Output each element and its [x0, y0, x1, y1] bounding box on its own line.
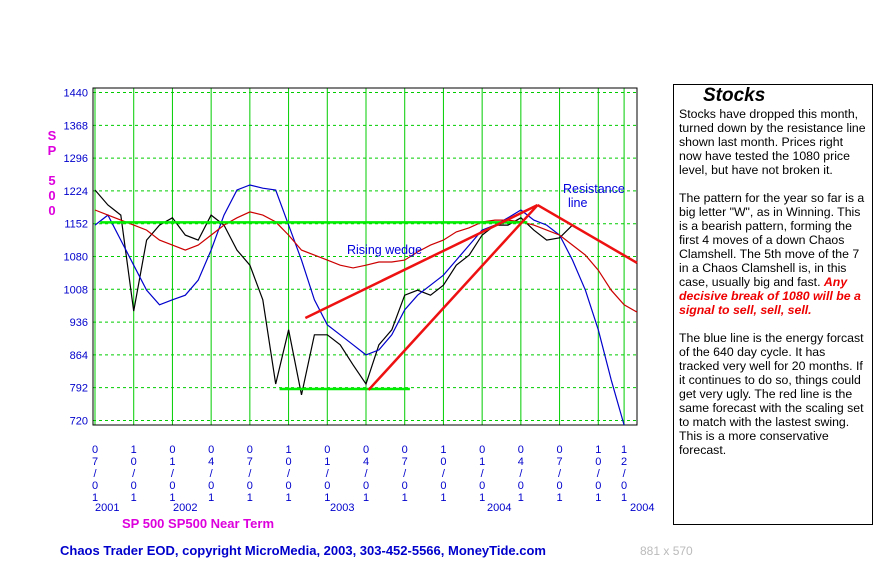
y-tick-label: 720	[70, 415, 88, 427]
year-label: 2004	[630, 502, 654, 514]
year-label: 2001	[95, 502, 119, 514]
x-tick-label: 01/01	[321, 444, 333, 504]
panel-title: Stocks	[703, 85, 766, 106]
paragraph-text: The pattern for the year so far is a big…	[679, 191, 865, 289]
size-label: 881 x 570	[640, 544, 693, 558]
year-label: 2003	[330, 502, 354, 514]
trend-line	[537, 203, 638, 264]
x-tick-label: 10/01	[592, 444, 604, 504]
y-axis-label: SP 500	[45, 128, 60, 218]
y-tick-label: 1152	[64, 219, 88, 231]
x-tick-label: 07/01	[89, 444, 101, 504]
x-tick-label: 04/01	[360, 444, 372, 504]
x-tick-label: 10/01	[283, 444, 295, 504]
x-tick-label: 10/01	[128, 444, 140, 504]
x-tick-label: 01/01	[476, 444, 488, 504]
x-tick-label: 01/01	[166, 444, 178, 504]
year-label: 2004	[487, 502, 511, 514]
y-tick-label: 1440	[64, 88, 88, 100]
paragraph: The pattern for the year so far is a big…	[679, 191, 867, 317]
footer: Chaos Trader EOD, copyright MicroMedia, …	[60, 543, 546, 558]
x-tick-label: 07/01	[244, 444, 256, 504]
year-label: 2002	[173, 502, 197, 514]
chart-title: SP 500 SP500 Near Term	[122, 516, 274, 531]
x-tick-label: 07/01	[399, 444, 411, 504]
y-tick-label: 936	[70, 317, 88, 329]
series-line	[94, 189, 573, 396]
trend-line	[304, 203, 539, 320]
trend-line	[367, 204, 539, 391]
annotation: line	[568, 196, 588, 210]
y-tick-label: 1080	[64, 252, 88, 264]
x-tick-label: 10/01	[437, 444, 449, 504]
annotation: Rising wedge	[347, 243, 422, 257]
warning: Any decisive break of 1080 will be a sig…	[679, 275, 861, 317]
series-line	[94, 184, 625, 425]
y-tick-label: 1296	[64, 153, 88, 165]
series-line	[94, 209, 637, 313]
x-tick-label: 04/01	[205, 444, 217, 504]
x-tick-label: 04/01	[515, 444, 527, 504]
plot-frame	[92, 87, 638, 426]
paragraph: Stocks have dropped this month, turned d…	[679, 107, 866, 177]
y-tick-label: 1008	[64, 284, 88, 296]
paragraph: The blue line is the energy forcast of t…	[679, 331, 864, 457]
y-tick-label: 792	[70, 383, 88, 395]
x-tick-label: 07/01	[554, 444, 566, 504]
annotation: Resistance	[563, 182, 625, 196]
y-tick-label: 864	[70, 350, 88, 362]
y-tick-label: 1224	[64, 186, 88, 198]
y-tick-label: 1368	[64, 120, 88, 132]
text-panel: Stocks Stocks have dropped this month, t…	[673, 84, 873, 525]
x-tick-label: 12/01	[618, 444, 630, 504]
